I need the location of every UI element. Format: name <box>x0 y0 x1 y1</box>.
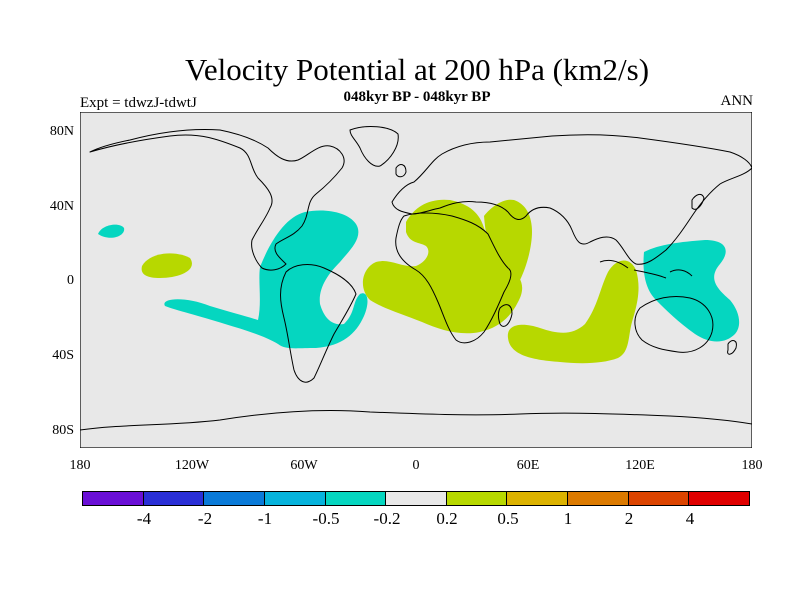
plot-title: Velocity Potential at 200 hPa (km2/s) <box>184 52 650 87</box>
region-central-pacific <box>141 253 192 278</box>
coast-madagascar <box>498 304 513 327</box>
lon-tick-120e: 120E <box>625 458 655 473</box>
lat-tick-40s: 40S <box>52 348 74 363</box>
colorbar-label: -1 <box>257 509 273 528</box>
colorbar-label: 0.2 <box>436 509 458 528</box>
lon-tick-0: 0 <box>412 458 420 473</box>
region-south-america <box>164 210 368 349</box>
lat-tick-80n: 80N <box>49 124 74 139</box>
coast-uk <box>395 164 407 178</box>
coast-greenland <box>349 126 399 167</box>
colorbar-label: -0.2 <box>373 509 401 528</box>
plot-subtitle: 048kyr BP - 048kyr BP <box>343 89 491 105</box>
lon-tick-120w: 120W <box>174 458 210 473</box>
colorbar-label: 2 <box>624 509 634 528</box>
coastlines <box>80 126 752 431</box>
colorbar-box <box>506 491 569 506</box>
region-arabia <box>484 199 532 287</box>
colorbar-box <box>263 491 326 506</box>
colorbar-label: 0.5 <box>497 509 519 528</box>
colorbar-box <box>567 491 629 506</box>
lon-tick-60w: 60W <box>290 458 318 473</box>
region-pacific-small <box>98 224 125 238</box>
map-svg <box>80 112 752 448</box>
lat-tick-0: 0 <box>67 273 74 288</box>
lon-tick-60e: 60E <box>516 458 540 473</box>
experiment-label: Expt = tdwzJ-tdwtJ <box>80 95 197 111</box>
colorbar-label: -0.5 <box>312 509 340 528</box>
coast-eurasia <box>391 134 752 265</box>
colorbar-label: 1 <box>563 509 573 528</box>
coast-japan <box>691 193 705 210</box>
map-panel <box>80 112 752 448</box>
lat-tick-80s: 80S <box>52 423 74 438</box>
colorbar-box <box>627 491 690 506</box>
coast-africa <box>395 212 512 344</box>
colorbar-box <box>82 491 144 506</box>
colorbar-box <box>142 491 205 506</box>
colorbar-box <box>385 491 447 506</box>
coast-australia <box>634 295 714 353</box>
coast-indonesia <box>599 259 693 279</box>
negative-regions <box>98 210 740 349</box>
coast-south-america <box>280 264 357 383</box>
region-indian-ocean <box>507 260 639 364</box>
colorbar-label: -4 <box>136 509 152 528</box>
positive-regions <box>141 199 639 364</box>
lon-tick-180w: 180 <box>69 458 91 473</box>
season-label: ANN <box>720 93 754 109</box>
coast-north-america <box>89 129 345 271</box>
region-africa-atlantic <box>362 199 523 334</box>
coast-new-zealand <box>727 340 737 355</box>
colorbar-box <box>203 491 265 506</box>
colorbar-label: 4 <box>685 509 695 528</box>
lon-tick-180e: 180 <box>741 458 763 473</box>
colorbar-label: -2 <box>197 509 213 528</box>
lat-tick-40n: 40N <box>49 199 74 214</box>
colorbar <box>82 491 751 506</box>
colorbar-box <box>445 491 508 506</box>
colorbar-box <box>688 491 751 506</box>
colorbar-box <box>324 491 387 506</box>
region-west-pacific <box>643 240 740 342</box>
coast-antarctica <box>80 409 752 431</box>
